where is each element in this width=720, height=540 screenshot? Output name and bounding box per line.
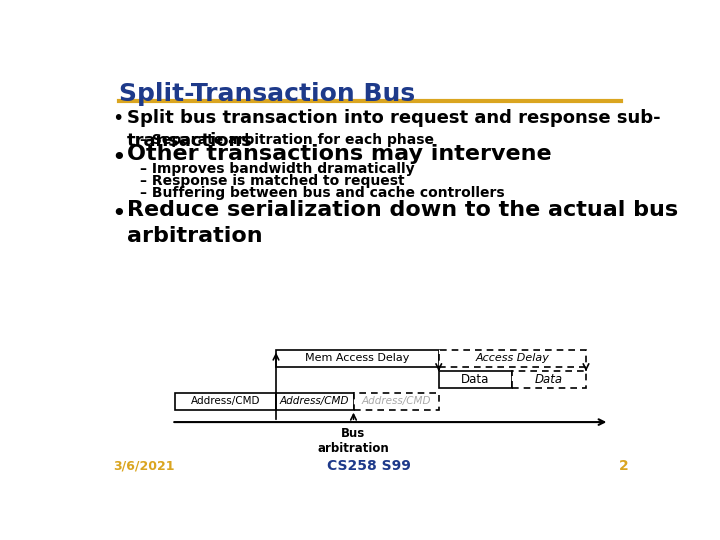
Bar bbox=[438, 372, 513, 388]
Bar bbox=[438, 350, 586, 367]
Bar bbox=[276, 350, 438, 367]
Text: Data: Data bbox=[462, 373, 490, 386]
Text: – Buffering between bus and cache controllers: – Buffering between bus and cache contro… bbox=[140, 186, 505, 200]
Text: – Improves bandwidth dramatically: – Improves bandwidth dramatically bbox=[140, 162, 415, 176]
Text: – Separate arbitration for each phase: – Separate arbitration for each phase bbox=[140, 132, 434, 146]
Text: Address/CMD: Address/CMD bbox=[191, 396, 261, 406]
Bar bbox=[354, 393, 438, 410]
Text: •: • bbox=[112, 202, 127, 226]
Text: •: • bbox=[112, 146, 127, 170]
Text: 3/6/2021: 3/6/2021 bbox=[113, 460, 175, 473]
Text: CS258 S99: CS258 S99 bbox=[327, 459, 411, 473]
Text: Other transactions may intervene: Other transactions may intervene bbox=[127, 144, 552, 164]
Text: Data: Data bbox=[535, 373, 563, 386]
Text: – Response is matched to request: – Response is matched to request bbox=[140, 174, 405, 188]
Text: Mem Access Delay: Mem Access Delay bbox=[305, 353, 410, 363]
Text: •: • bbox=[112, 110, 123, 129]
Text: Access Delay: Access Delay bbox=[475, 353, 549, 363]
Text: Split bus transaction into request and response sub-
transactions: Split bus transaction into request and r… bbox=[127, 109, 661, 150]
Text: Address/CMD: Address/CMD bbox=[280, 396, 349, 406]
Text: Address/CMD: Address/CMD bbox=[361, 396, 431, 406]
Text: 2: 2 bbox=[619, 459, 629, 473]
Bar bbox=[175, 393, 276, 410]
Bar bbox=[276, 393, 354, 410]
Text: Bus
arbitration: Bus arbitration bbox=[318, 427, 390, 455]
Bar bbox=[513, 372, 586, 388]
Text: Split-Transaction Bus: Split-Transaction Bus bbox=[120, 82, 415, 106]
Text: Reduce serialization down to the actual bus
arbitration: Reduce serialization down to the actual … bbox=[127, 200, 678, 246]
